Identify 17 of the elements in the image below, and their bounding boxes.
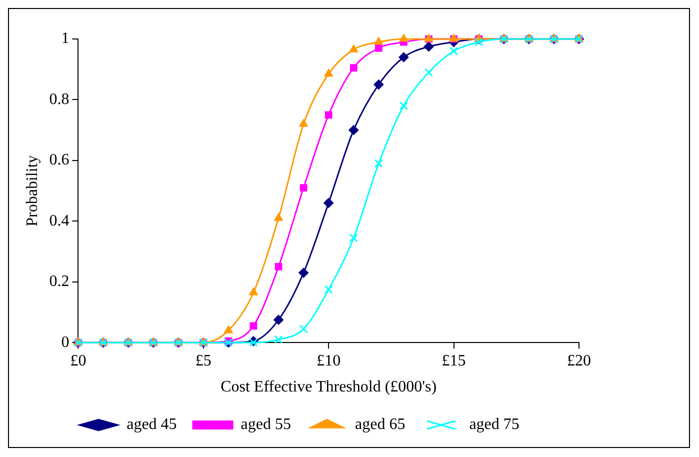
x-tick-label: £15 [442,352,466,370]
y-axis-title: Probability [24,155,41,226]
y-tick-label: 0.6 [49,152,70,169]
y-tick-label: 1 [61,30,70,48]
x-tick-label: £20 [567,352,591,370]
legend-label: aged 75 [469,416,520,434]
x-tick-label: £0 [70,352,86,370]
y-tick-label: 0.2 [49,273,70,290]
legend-label: aged 55 [240,416,291,434]
y-tick-label: 0.4 [49,212,70,230]
x-axis-title: Cost Effective Threshold (£000's) [220,378,437,396]
legend-label: aged 65 [355,416,406,434]
x-tick-label: £10 [316,352,341,370]
legend-label: aged 45 [126,416,177,434]
y-tick-label: 0 [61,334,70,351]
y-tick-label: 0.8 [49,90,70,108]
x-tick-label: £5 [195,352,212,370]
